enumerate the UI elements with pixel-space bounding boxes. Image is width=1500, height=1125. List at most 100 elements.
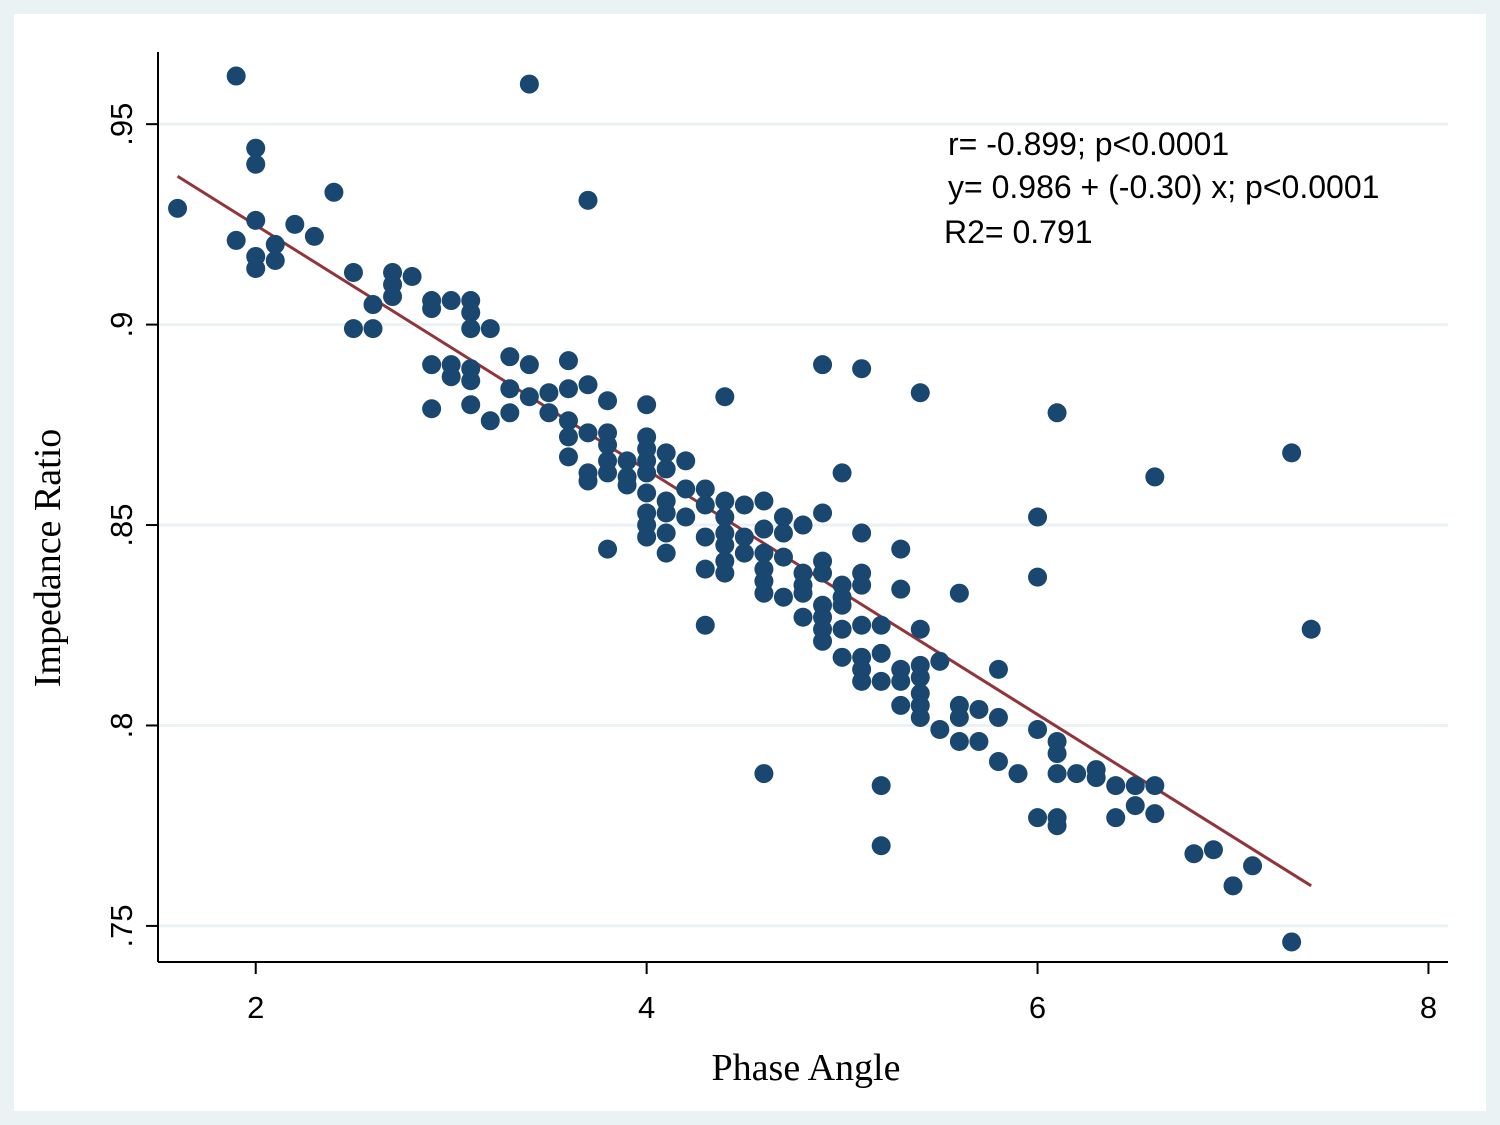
data-point-115 xyxy=(813,563,833,583)
data-point-35 xyxy=(480,411,500,431)
data-point-125 xyxy=(832,647,852,667)
data-point-105 xyxy=(773,547,793,567)
data-point-152 xyxy=(930,719,950,739)
r-squared-annotation: R2= 0.791 xyxy=(944,214,1093,250)
data-point-19 xyxy=(383,287,403,307)
data-point-44 xyxy=(558,351,578,371)
y-axis-title: Impedance Ratio xyxy=(27,429,69,688)
data-point-101 xyxy=(754,583,774,603)
data-point-78 xyxy=(676,451,696,471)
data-point-113 xyxy=(813,503,833,523)
data-point-77 xyxy=(656,543,676,563)
data-point-54 xyxy=(598,391,618,411)
data-point-45 xyxy=(558,379,578,399)
data-point-110 xyxy=(793,583,813,603)
data-point-29 xyxy=(461,303,481,323)
data-point-92 xyxy=(715,563,735,583)
data-point-46 xyxy=(558,411,578,431)
data-point-144 xyxy=(910,383,930,403)
data-point-40 xyxy=(519,355,539,375)
data-point-9 xyxy=(265,250,285,270)
data-point-73 xyxy=(656,459,676,479)
data-point-178 xyxy=(1125,776,1145,796)
data-point-185 xyxy=(1223,876,1243,896)
axes xyxy=(157,52,1448,963)
data-point-0 xyxy=(168,198,188,218)
data-point-180 xyxy=(1145,467,1165,487)
data-point-60 xyxy=(617,451,637,471)
data-point-27 xyxy=(441,367,461,387)
data-point-155 xyxy=(949,707,969,727)
data-point-36 xyxy=(500,347,520,367)
y-tick-label-3: .9 xyxy=(104,312,139,338)
data-point-112 xyxy=(813,355,833,375)
data-point-173 xyxy=(1067,764,1087,784)
data-points xyxy=(168,66,1321,952)
data-point-159 xyxy=(988,659,1008,679)
data-point-107 xyxy=(793,515,813,535)
y-tick-labels: .75 .8 .85 .9 .95 xyxy=(104,103,158,947)
plot-region xyxy=(14,14,1486,1111)
data-point-176 xyxy=(1106,776,1126,796)
data-point-4 xyxy=(246,154,266,174)
data-point-71 xyxy=(637,527,657,547)
data-point-38 xyxy=(500,403,520,423)
data-point-172 xyxy=(1047,816,1067,836)
data-point-42 xyxy=(539,383,559,403)
data-point-96 xyxy=(754,491,774,511)
data-point-81 xyxy=(695,479,715,499)
data-point-10 xyxy=(285,214,305,234)
data-point-133 xyxy=(852,671,872,691)
data-point-183 xyxy=(1184,844,1204,864)
data-point-37 xyxy=(500,379,520,399)
data-point-169 xyxy=(1047,744,1067,764)
data-point-135 xyxy=(871,643,891,663)
data-point-59 xyxy=(598,539,618,559)
data-point-8 xyxy=(265,234,285,254)
data-point-84 xyxy=(695,559,715,579)
data-point-50 xyxy=(578,375,598,395)
data-point-151 xyxy=(930,651,950,671)
data-point-30 xyxy=(461,319,481,339)
data-point-139 xyxy=(891,539,911,559)
data-point-33 xyxy=(461,395,481,415)
data-point-90 xyxy=(715,535,735,555)
data-point-1 xyxy=(226,66,246,86)
data-point-123 xyxy=(832,595,852,615)
data-point-76 xyxy=(656,523,676,543)
data-point-14 xyxy=(343,319,363,339)
data-point-11 xyxy=(304,226,324,246)
data-point-153 xyxy=(949,583,969,603)
data-point-103 xyxy=(773,507,793,527)
data-point-106 xyxy=(773,587,793,607)
y-tick-label-1: .8 xyxy=(104,713,139,739)
data-point-93 xyxy=(734,495,754,515)
data-point-56 xyxy=(598,435,618,455)
data-point-47 xyxy=(558,427,578,447)
data-point-24 xyxy=(422,399,442,419)
data-point-39 xyxy=(519,74,539,94)
data-point-175 xyxy=(1086,768,1106,788)
data-point-53 xyxy=(578,471,598,491)
data-point-49 xyxy=(578,190,598,210)
data-point-137 xyxy=(871,776,891,796)
data-point-75 xyxy=(656,503,676,523)
data-point-167 xyxy=(1047,403,1067,423)
data-point-119 xyxy=(813,631,833,651)
data-point-177 xyxy=(1106,808,1126,828)
data-point-22 xyxy=(422,299,442,319)
data-point-15 xyxy=(363,295,383,315)
data-point-25 xyxy=(441,291,461,311)
data-point-160 xyxy=(988,707,1008,727)
data-point-150 xyxy=(910,707,930,727)
data-point-48 xyxy=(558,447,578,467)
data-point-62 xyxy=(617,475,637,495)
x-axis-title: Phase Angle xyxy=(712,1047,901,1089)
data-point-3 xyxy=(246,138,266,158)
data-point-156 xyxy=(949,732,969,752)
data-point-179 xyxy=(1125,796,1145,816)
data-point-166 xyxy=(1028,808,1048,828)
data-point-184 xyxy=(1203,840,1223,860)
data-point-188 xyxy=(1282,932,1302,952)
